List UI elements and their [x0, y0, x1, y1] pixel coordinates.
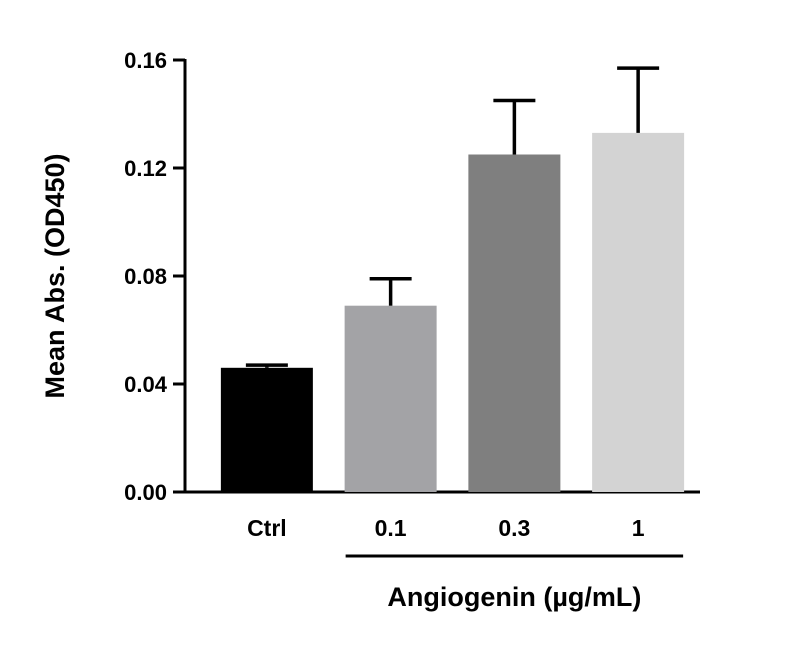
labels: Ctrl 0.1 0.3 1	[247, 515, 645, 541]
y-tick-label: 0.16	[124, 48, 167, 73]
bar	[592, 132, 685, 492]
x-tick-label: 0.3	[498, 515, 530, 541]
y-tick-label: 0.12	[124, 156, 167, 181]
error-bars	[245, 66, 660, 368]
bars	[220, 132, 685, 492]
bar	[468, 154, 561, 492]
y-axis: 0.00 0.04 0.08 0.12 0.16	[124, 48, 187, 505]
bar	[220, 367, 313, 492]
x-tick-label: 1	[632, 515, 645, 541]
x-tick-label: 0.1	[375, 515, 407, 541]
group-label: Angiogenin (µg/mL)	[387, 582, 641, 612]
bar	[344, 305, 437, 492]
y-tick-label: 0.04	[124, 372, 168, 397]
y-tick-label: 0.00	[124, 480, 167, 505]
y-axis-title: Mean Abs. (OD450)	[40, 153, 70, 398]
x-tick-label: Ctrl	[247, 515, 287, 541]
y-tick-label: 0.08	[124, 264, 167, 289]
